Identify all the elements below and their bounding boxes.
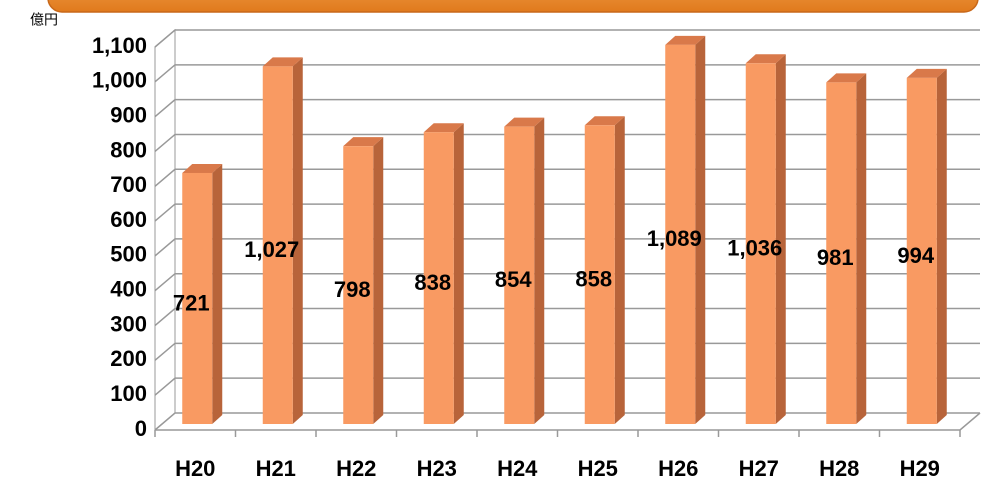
bar [182, 172, 213, 424]
grid-line [154, 64, 980, 83]
y-tick-label: 900 [110, 102, 147, 127]
grid-line [154, 29, 980, 48]
bar-top [423, 123, 464, 133]
bar-side [695, 35, 706, 424]
y-tick-label: 500 [110, 242, 147, 267]
bar [745, 63, 776, 425]
x-tick-label: H23 [417, 456, 457, 481]
bar-side [292, 57, 303, 425]
bar-top [745, 54, 786, 64]
bar-top [584, 116, 625, 126]
bar-top [262, 57, 303, 67]
y-tick-label: 0 [135, 416, 147, 441]
y-tick-label: 200 [110, 346, 147, 371]
x-tick-label: H29 [900, 456, 940, 481]
bar-top [182, 163, 223, 173]
bar-side [373, 137, 384, 424]
bar-side [453, 123, 464, 424]
y-tick-label: 1,100 [92, 33, 147, 58]
bar [826, 82, 857, 424]
grid-line [154, 412, 980, 431]
value-label: 721 [173, 290, 210, 315]
x-tick-label: H25 [578, 456, 618, 481]
value-label: 981 [817, 245, 854, 270]
bar [665, 44, 696, 425]
value-label: 858 [575, 266, 612, 291]
grid-line [154, 203, 980, 222]
grid-line [154, 168, 980, 187]
bar-top [504, 117, 545, 127]
bar-top [826, 73, 867, 83]
bar-side [856, 73, 867, 424]
bar [343, 146, 374, 424]
y-tick-label: 300 [110, 311, 147, 336]
grid-line [154, 272, 980, 292]
bar-side [936, 68, 947, 424]
x-tick-label: H27 [739, 456, 779, 481]
bar [423, 132, 454, 424]
value-label: 1,036 [727, 235, 782, 260]
bar [584, 125, 615, 424]
grid-line [154, 238, 980, 257]
value-label: 798 [334, 277, 371, 302]
value-label: 854 [495, 267, 532, 292]
x-tick-label: H21 [256, 456, 296, 481]
y-axis-label: 億円 [30, 12, 58, 28]
bar-top [343, 137, 384, 147]
back-wall [154, 28, 176, 432]
value-label: 838 [414, 270, 451, 295]
bar-side [534, 117, 545, 425]
x-tick-label: H28 [819, 456, 859, 481]
grid-line [154, 98, 980, 118]
bar [504, 126, 535, 425]
y-tick-label: 600 [110, 207, 147, 232]
bar-top [906, 68, 947, 78]
y-tick-label: 800 [110, 137, 147, 162]
x-tick-label: H24 [497, 456, 538, 481]
value-label: 994 [897, 243, 934, 268]
bar-side [775, 54, 786, 425]
y-tick-label: 700 [110, 172, 147, 197]
x-tick-label: H26 [658, 456, 698, 481]
value-label: 1,027 [244, 237, 299, 262]
grid-line [154, 133, 980, 153]
y-tick-label: 400 [110, 277, 147, 302]
banner [47, 0, 979, 13]
y-tick-label: 1,000 [92, 68, 147, 93]
bar-top [665, 35, 706, 45]
grid-line [154, 377, 980, 396]
x-tick-label: H22 [336, 456, 376, 481]
y-tick-label: 100 [110, 381, 147, 406]
bar-side [212, 163, 223, 424]
bar-side [614, 116, 625, 424]
bar [262, 66, 293, 425]
x-tick-label: H20 [175, 456, 215, 481]
grid-line [154, 342, 980, 361]
bar [906, 77, 937, 424]
value-label: 1,089 [647, 226, 702, 251]
grid-line [154, 307, 980, 327]
